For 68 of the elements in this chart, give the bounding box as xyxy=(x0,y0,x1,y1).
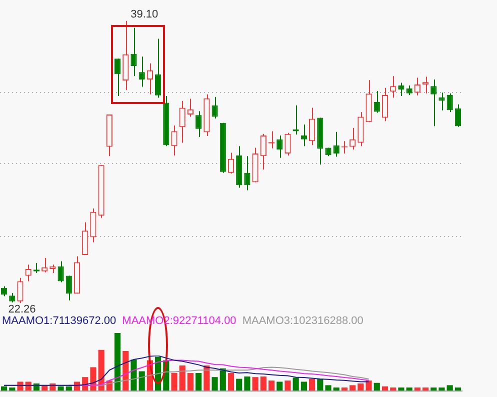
candlestick xyxy=(382,87,388,122)
bar xyxy=(300,382,307,391)
candlestick xyxy=(1,286,8,297)
candlestick xyxy=(244,156,250,191)
candlestick xyxy=(228,152,234,174)
bar xyxy=(171,373,178,391)
candlestick xyxy=(212,96,218,119)
bar xyxy=(358,383,364,391)
text: 22.26 xyxy=(8,304,36,316)
bar xyxy=(350,385,356,391)
bar xyxy=(114,333,121,391)
candlestick xyxy=(398,82,404,97)
candlestick xyxy=(350,127,356,150)
bar xyxy=(220,368,226,391)
bar xyxy=(317,378,324,391)
bar xyxy=(374,382,380,391)
candlestick xyxy=(260,133,266,170)
candlestick xyxy=(66,275,72,301)
bar xyxy=(196,373,202,391)
candlestick xyxy=(406,84,412,96)
candlestick xyxy=(187,98,194,118)
text: MAAMO1:71139672.00 xyxy=(2,315,116,327)
candlestick xyxy=(333,131,340,158)
candlestick xyxy=(430,78,437,127)
bar xyxy=(138,371,145,391)
candlestick xyxy=(42,257,48,273)
candlestick xyxy=(171,124,178,156)
candlestick xyxy=(114,58,121,97)
bar xyxy=(268,380,275,391)
candlestick xyxy=(454,104,461,128)
bar xyxy=(252,377,258,391)
bar xyxy=(179,365,186,391)
bar xyxy=(236,378,242,391)
candlestick xyxy=(300,124,307,147)
candlestick xyxy=(284,132,291,156)
bar xyxy=(309,378,316,391)
candlestick xyxy=(309,107,316,146)
bar xyxy=(276,382,283,391)
candlestick xyxy=(390,76,396,98)
bar xyxy=(90,367,96,391)
bar xyxy=(438,388,445,391)
text: 39.10 xyxy=(130,8,158,21)
bar xyxy=(398,388,404,391)
bar xyxy=(212,377,218,391)
candlestick xyxy=(82,222,88,256)
candlestick xyxy=(17,278,24,304)
candlestick xyxy=(422,76,429,94)
bar xyxy=(292,378,299,391)
bar xyxy=(130,360,137,391)
candlestick xyxy=(276,135,283,158)
candlestick xyxy=(179,100,186,144)
candlestick xyxy=(90,208,96,243)
bar xyxy=(260,376,266,391)
candlestick xyxy=(9,292,16,303)
bar xyxy=(228,373,234,391)
candlestick xyxy=(446,92,453,113)
bar xyxy=(284,380,291,391)
candlestick xyxy=(130,27,137,77)
bar xyxy=(244,376,250,391)
candlestick xyxy=(138,56,145,88)
text: MAAMO3:102316288.00 xyxy=(242,315,364,327)
bar xyxy=(325,385,332,391)
bar xyxy=(446,385,453,391)
candlestick xyxy=(155,38,162,98)
candlestick xyxy=(358,112,364,147)
candlestick xyxy=(58,260,64,283)
bar xyxy=(187,373,194,391)
candlestick xyxy=(196,110,202,138)
